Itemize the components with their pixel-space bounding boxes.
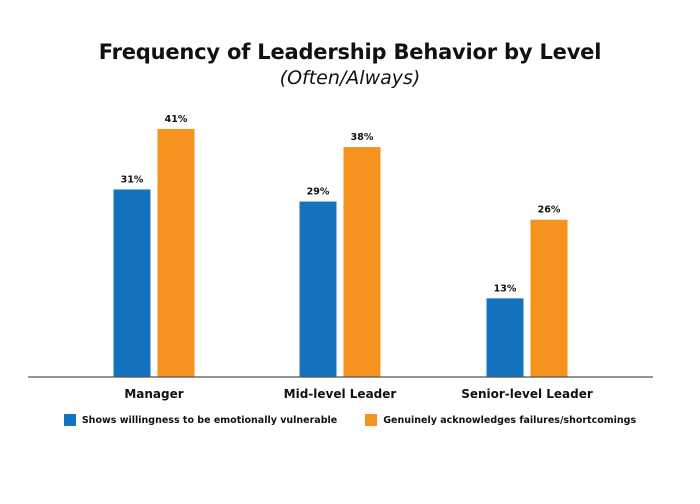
bars-group xyxy=(113,128,568,377)
value-labels-group: 31% 41% 29% 38% 13% 26% xyxy=(121,114,561,294)
legend-label-series-1: Shows willingness to be emotionally vuln… xyxy=(81,414,338,426)
category-label-mid-level-leader: Mid-level Leader xyxy=(284,387,397,401)
bar-senior-level-leader-series-1 xyxy=(486,298,524,377)
bar-mid-level-leader-series-1 xyxy=(299,201,337,377)
category-labels-group: Manager Mid-level Leader Senior-level Lead… xyxy=(124,387,593,401)
bar-senior-level-leader-series-2 xyxy=(530,219,568,377)
legend-swatch-series-1 xyxy=(63,414,76,426)
chart-title: Frequency of Leadership Behavior by Leve… xyxy=(98,40,602,64)
data-label-manager-series-1: 31% xyxy=(121,174,144,185)
bar-mid-level-leader-series-2 xyxy=(343,147,381,377)
category-label-manager: Manager xyxy=(124,387,183,401)
data-label-manager-series-2: 41% xyxy=(165,114,188,125)
legend: Shows willingness to be emotionally vuln… xyxy=(0,414,700,426)
data-label-mid-level-leader-series-1: 29% xyxy=(307,187,330,198)
category-label-senior-level-leader: Senior-level Leader xyxy=(461,387,593,401)
legend-swatch-series-2 xyxy=(365,414,378,426)
data-label-senior-level-leader-series-2: 26% xyxy=(538,205,561,216)
bar-manager-series-1 xyxy=(113,189,151,377)
bar-manager-series-2 xyxy=(157,128,195,377)
chart-subtitle: (Often/Always) xyxy=(279,67,421,89)
legend-item-series-2: Genuinely acknowledges failures/shortcom… xyxy=(365,414,636,426)
data-label-senior-level-leader-series-1: 13% xyxy=(494,283,517,294)
data-label-mid-level-leader-series-2: 38% xyxy=(351,132,374,143)
legend-item-series-1: Shows willingness to be emotionally vuln… xyxy=(63,414,338,426)
legend-label-series-2: Genuinely acknowledges failures/shortcom… xyxy=(383,414,637,426)
